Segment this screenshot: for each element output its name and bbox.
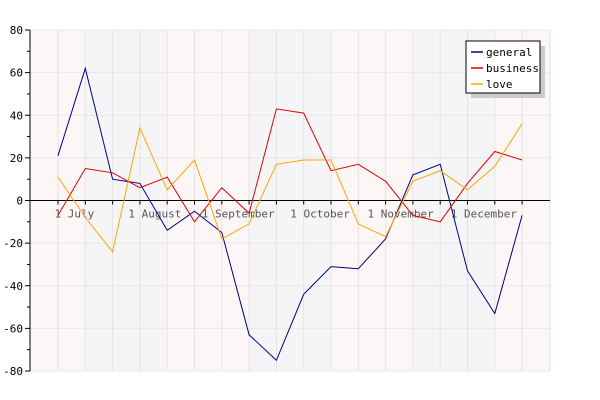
series-line-love [57, 123, 523, 253]
y-tick-label: -80 [3, 365, 23, 378]
legend-label-general: general [486, 46, 532, 59]
y-tick-label: -40 [3, 280, 23, 293]
y-tick-label: 80 [10, 24, 23, 37]
x-tick-label: 1 July [55, 208, 95, 221]
y-tick-label: 0 [16, 195, 23, 208]
legend-label-business: business [486, 62, 539, 75]
y-tick-label: -20 [3, 237, 23, 250]
y-tick-label: 40 [10, 109, 23, 122]
x-tick-label: 1 August [128, 208, 181, 221]
series-line-general [57, 66, 523, 362]
x-tick-label: 1 September [202, 208, 275, 221]
axes: -80 -60 -40 -20 0 20 40 60 80 1 July 1 August 1 Sep… [3, 24, 551, 378]
legend: general business love [465, 40, 545, 98]
series-lines [57, 66, 523, 362]
x-tick-label: 1 November [367, 208, 434, 221]
legend-box [465, 40, 541, 94]
series-line-business [57, 108, 523, 223]
y-tick-label: -60 [3, 322, 23, 335]
y-tick-label: 20 [10, 152, 23, 165]
x-tick-label: 1 December [451, 208, 518, 221]
y-tick-label: 60 [10, 67, 23, 80]
x-tick-label: 1 October [290, 208, 350, 221]
legend-label-love: love [486, 78, 513, 91]
